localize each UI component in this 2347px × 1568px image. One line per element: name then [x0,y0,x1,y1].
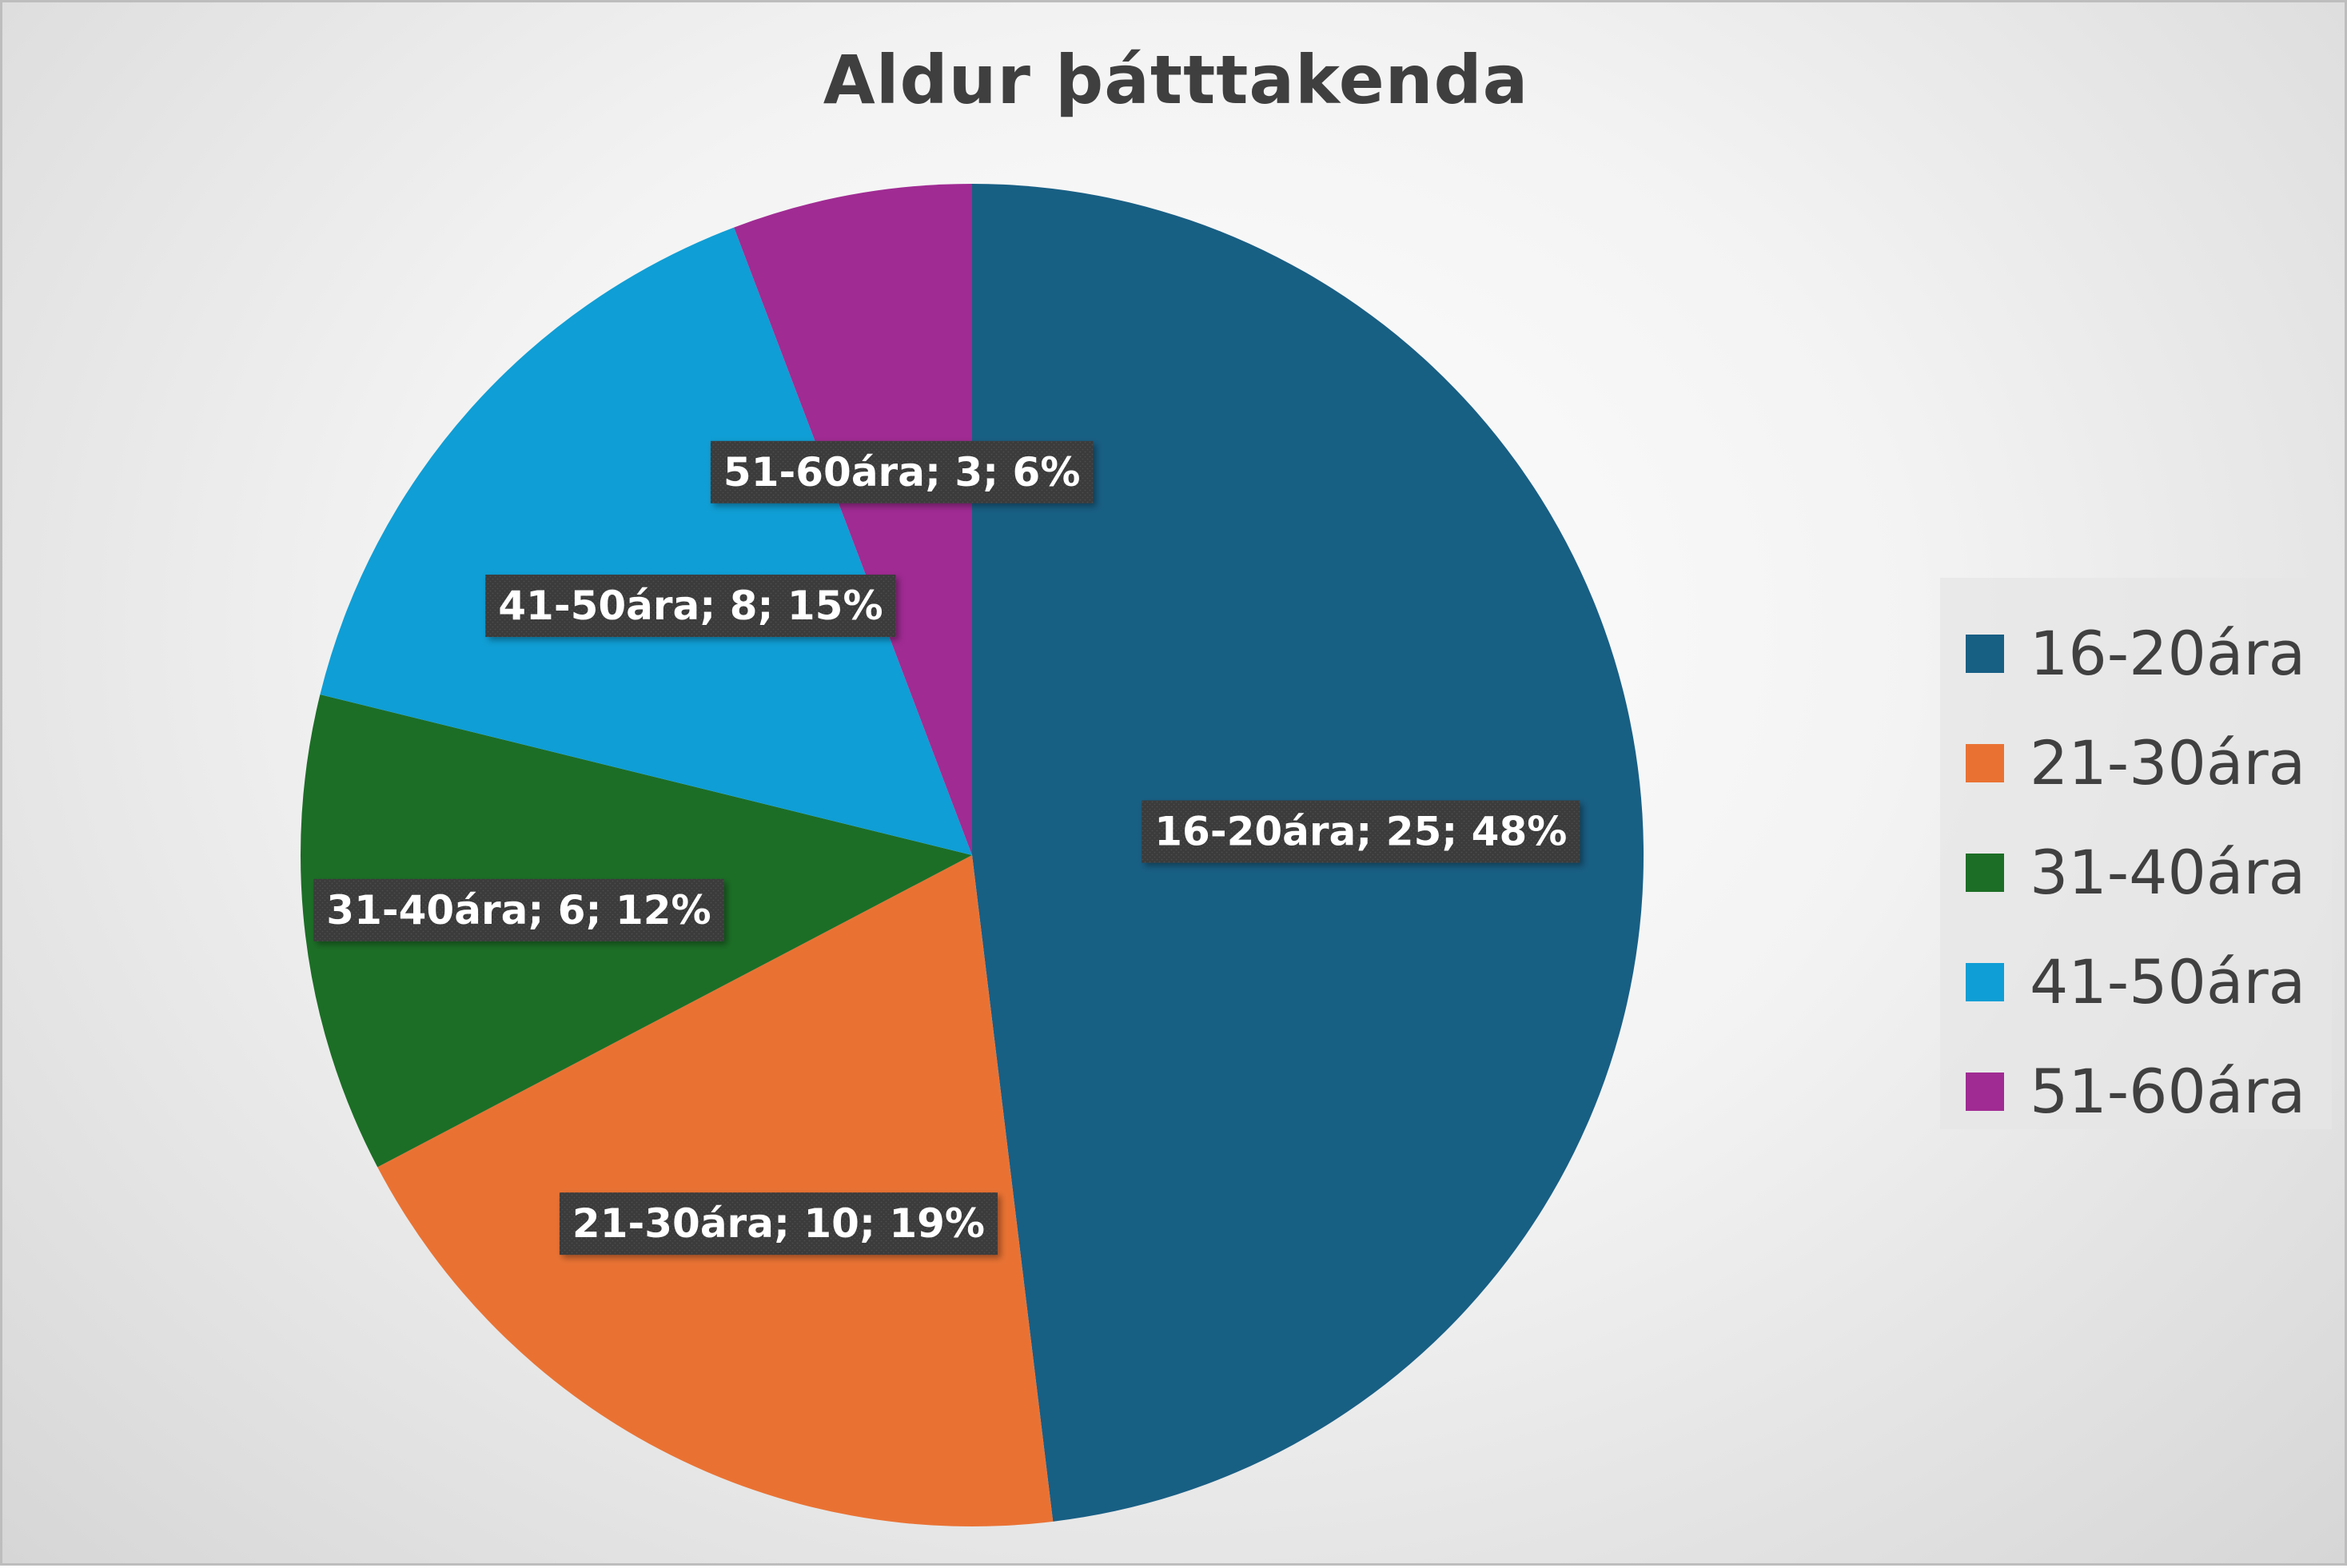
pie-slice-51-60ára [734,184,972,855]
legend-label: 41-50ára [2030,946,2306,1017]
legend-item: 16-20ára [1966,599,2332,708]
legend-label: 51-60ára [2030,1056,2306,1127]
legend-label: 31-40ára [2030,837,2306,908]
legend-swatch [1966,634,2004,673]
legend-swatch [1966,743,2004,782]
legend-item: 31-40ára [1966,818,2332,927]
pie-slice-21-30ára [377,855,1054,1527]
data-label-box [485,575,896,638]
legend-item: 51-60ára [1966,1037,2332,1146]
legend-label: 21-30ára [2030,727,2306,798]
data-label-text: 41-50ára; 8; 15% [498,583,883,629]
data-label-text: 16-20ára; 25; 48% [1154,809,1567,855]
legend-swatch [1966,1072,2004,1111]
legend-swatch [1966,853,2004,892]
data-label-box [313,878,724,941]
chart-title: Aldur þátttakenda [823,41,1529,119]
data-label-box [559,1192,998,1256]
data-label: 16-20ára; 25; 48% [1142,800,1580,863]
pie-slice-41-50ára [320,227,972,856]
data-label: 51-60ára; 3; 6% [710,440,1094,503]
data-label: 31-40ára; 6; 12% [313,878,724,941]
data-label-box [1142,800,1580,863]
legend-label: 16-20ára [2030,618,2306,689]
data-label-box [710,440,1094,503]
legend: 16-20ára 21-30ára 31-40ára 41-50ára 51-6… [1940,578,2332,1129]
data-label: 21-30ára; 10; 19% [559,1192,998,1256]
data-label: 41-50ára; 8; 15% [485,575,896,638]
legend-swatch [1966,962,2004,1001]
data-label-text: 31-40ára; 6; 12% [326,887,711,933]
data-label-text: 51-60ára; 3; 6% [723,449,1081,495]
legend-item: 41-50ára [1966,927,2332,1037]
legend-item: 21-30ára [1966,708,2332,818]
data-label-text: 21-30ára; 10; 19% [572,1200,985,1247]
